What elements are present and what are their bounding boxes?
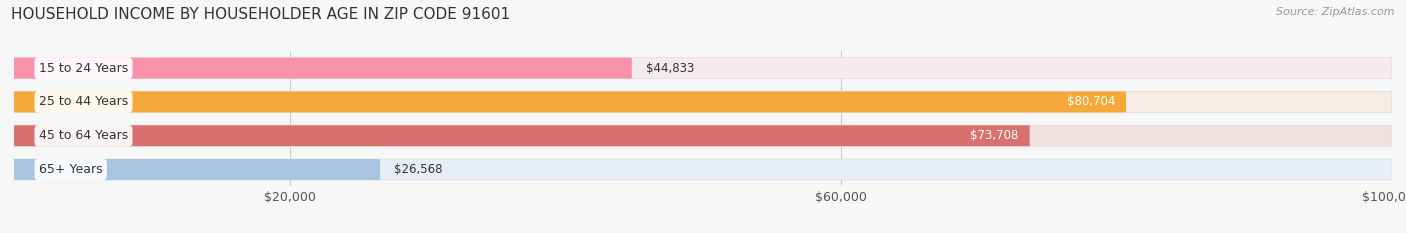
FancyBboxPatch shape (14, 125, 1392, 146)
Text: 25 to 44 Years: 25 to 44 Years (39, 96, 128, 108)
Text: $73,708: $73,708 (970, 129, 1018, 142)
Text: Source: ZipAtlas.com: Source: ZipAtlas.com (1277, 7, 1395, 17)
Text: $80,704: $80,704 (1067, 96, 1115, 108)
FancyBboxPatch shape (14, 92, 1126, 112)
FancyBboxPatch shape (14, 159, 380, 180)
Text: HOUSEHOLD INCOME BY HOUSEHOLDER AGE IN ZIP CODE 91601: HOUSEHOLD INCOME BY HOUSEHOLDER AGE IN Z… (11, 7, 510, 22)
FancyBboxPatch shape (14, 92, 1392, 112)
Text: 45 to 64 Years: 45 to 64 Years (39, 129, 128, 142)
FancyBboxPatch shape (14, 125, 1029, 146)
Text: 15 to 24 Years: 15 to 24 Years (39, 62, 128, 75)
Text: $44,833: $44,833 (645, 62, 695, 75)
Text: $26,568: $26,568 (394, 163, 443, 176)
FancyBboxPatch shape (14, 159, 1392, 180)
FancyBboxPatch shape (14, 58, 631, 79)
Text: 65+ Years: 65+ Years (39, 163, 103, 176)
FancyBboxPatch shape (14, 58, 1392, 79)
